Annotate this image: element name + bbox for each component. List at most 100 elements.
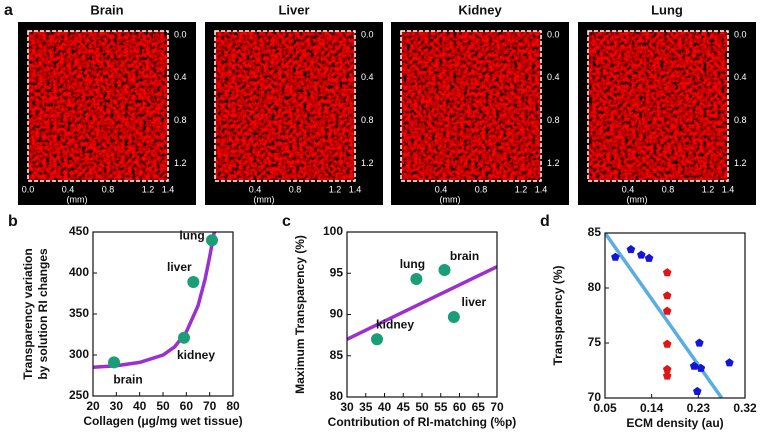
point (410, 273, 423, 286)
image-tick-label: 0.4 (435, 184, 448, 194)
point (662, 291, 672, 300)
point (438, 263, 451, 276)
image-unit: (mm) (627, 194, 648, 204)
x-tick-label: 70 (490, 400, 504, 414)
plot: kidney lung brain liver (347, 249, 497, 346)
x-tick-label: 0.14 (640, 401, 664, 415)
point (696, 363, 706, 372)
point (693, 386, 702, 395)
image-tick-label: 1.4 (162, 184, 175, 194)
point-label: lung (179, 228, 204, 242)
image-tick-label: 0.8 (734, 115, 747, 125)
point-label: lung (400, 257, 425, 271)
x-axis-label: ECM density (au) (626, 416, 723, 430)
tissue-image (215, 31, 355, 181)
image-tick-label: 0.4 (622, 184, 635, 194)
x-tick-label: 40 (133, 399, 147, 413)
image-tick-label: 0.4 (249, 184, 262, 194)
y-tick-label: 400 (69, 265, 89, 279)
tissue-image (28, 31, 168, 181)
point (662, 371, 672, 380)
x-tick-label: 50 (415, 400, 429, 414)
y-tick-label: 250 (69, 388, 89, 402)
fit-line (605, 233, 724, 398)
y-tick-label: 350 (69, 306, 89, 320)
image-tick-label: 1.2 (142, 184, 155, 194)
y-axis-label: Transparency variation (21, 248, 35, 379)
image-tick-label: 0.0 (22, 184, 35, 194)
plot-frame (604, 232, 746, 399)
panel-label: a (4, 2, 13, 19)
x-tick-label: 80 (226, 399, 240, 413)
point (689, 361, 699, 370)
image-tick-label: 0.8 (361, 115, 374, 125)
point-label: brain (450, 249, 479, 263)
y-tick-label: 85 (588, 225, 602, 239)
image-title: Kidney (458, 2, 502, 17)
image-tick-label: 0.8 (102, 184, 115, 194)
x-tick-label: 60 (453, 400, 467, 414)
x-tick-label: 55 (434, 400, 448, 414)
plot: brain kidney liver lung (93, 228, 218, 387)
y-tick-label: 80 (588, 280, 602, 294)
y-tick-label: 70 (588, 390, 602, 404)
x-axis-label: Contribution of RI-matching (%p) (328, 415, 517, 429)
y-tick-label: 100 (323, 224, 343, 238)
x-tick-label: 70 (203, 399, 217, 413)
image-tick-label: 0.4 (62, 184, 75, 194)
image-tick-label: 1.2 (361, 158, 374, 168)
x-tick-label: 65 (472, 400, 486, 414)
x-tick-label: 40 (378, 400, 392, 414)
plot (605, 233, 734, 398)
image-title: Lung (651, 2, 683, 17)
y-tick-label: 90 (330, 307, 344, 321)
x-tick-label: 0.23 (687, 401, 711, 415)
point (662, 268, 672, 277)
x-tick-label: 0.32 (733, 401, 757, 415)
tissue-image (401, 31, 541, 181)
point (662, 339, 672, 348)
image-frame (587, 30, 729, 182)
point (637, 250, 646, 259)
image-tick-label: 1.4 (722, 184, 735, 194)
plot-frame (92, 231, 234, 397)
image-tick-label: 1.2 (329, 184, 342, 194)
x-tick-label: 30 (110, 399, 124, 413)
panel-label: d (540, 213, 550, 230)
image-tick-label: 0.8 (547, 115, 560, 125)
image-tick-label: 0.8 (475, 184, 488, 194)
image-title: Liver (278, 2, 309, 17)
y-axis-label: by solution RI changes (36, 248, 50, 380)
plot-frame (346, 231, 498, 398)
x-tick-label: 60 (180, 399, 194, 413)
image-tick-label: 0.4 (547, 72, 560, 82)
tissue-image (588, 31, 728, 181)
y-tick-label: 75 (588, 335, 602, 349)
y-tick-label: 300 (69, 347, 89, 361)
point (695, 338, 704, 347)
x-tick-label: 30 (340, 400, 354, 414)
fit-line (347, 265, 497, 341)
point (662, 364, 672, 373)
point (626, 245, 636, 254)
point (644, 253, 654, 262)
point (206, 234, 218, 247)
x-tick-label: 50 (156, 399, 170, 413)
image-unit: (mm) (67, 194, 88, 204)
x-tick-label: 35 (359, 400, 373, 414)
image-unit: (mm) (440, 194, 461, 204)
point (178, 331, 190, 344)
x-tick-label: 20 (86, 399, 100, 413)
image-tick-label: 1.2 (174, 158, 187, 168)
image-tick-label: 0.0 (734, 29, 747, 39)
image-tick-label: 0.8 (662, 184, 675, 194)
point (611, 252, 620, 261)
image-tick-label: 0.0 (361, 29, 374, 39)
y-tick-label: 95 (330, 265, 344, 279)
image-frame (214, 30, 356, 182)
image-frame (27, 30, 169, 182)
image-tick-label: 1.2 (515, 184, 528, 194)
image-tick-label: 0.8 (174, 115, 187, 125)
x-tick-label: 45 (397, 400, 411, 414)
